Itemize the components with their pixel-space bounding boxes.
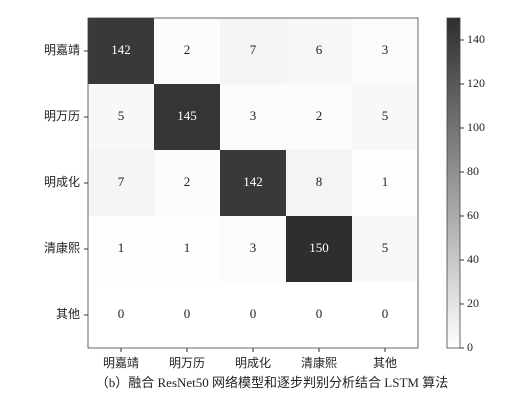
x-tick-label: 明成化	[235, 356, 271, 370]
colorbar-tick-label: 0	[467, 340, 473, 354]
cell	[88, 18, 154, 84]
cell	[352, 150, 418, 216]
cell-label: 0	[184, 306, 191, 321]
colorbar-tick-label: 20	[467, 296, 479, 310]
cell-label: 0	[382, 306, 389, 321]
colorbar-tick-label: 100	[467, 120, 485, 134]
cell	[286, 18, 352, 84]
caption: （b）融合 ResNet50 网络模型和逐步判别分析结合 LSTM 算法	[96, 375, 448, 390]
cell-label: 1	[382, 174, 389, 189]
colorbar-tick-label: 120	[467, 76, 485, 90]
cell-label: 1	[184, 240, 191, 255]
cell	[88, 150, 154, 216]
x-tick-label: 清康熙	[301, 355, 337, 370]
cell-label: 6	[316, 42, 323, 57]
cell	[88, 84, 154, 150]
y-tick-label: 清康熙	[44, 240, 80, 255]
cell-label: 145	[177, 108, 197, 123]
cell	[220, 84, 286, 150]
cell	[154, 18, 220, 84]
y-tick-label: 明嘉靖	[44, 43, 80, 57]
cell-label: 142	[111, 42, 131, 57]
cell	[352, 84, 418, 150]
cell	[352, 282, 418, 348]
x-tick-label: 其他	[373, 356, 397, 370]
cell-label: 1	[118, 240, 125, 255]
cell	[286, 150, 352, 216]
cell-label: 142	[243, 174, 263, 189]
cell	[154, 282, 220, 348]
y-tick-label: 其他	[56, 307, 80, 321]
y-tick-label: 明万历	[44, 109, 80, 123]
cell	[220, 150, 286, 216]
colorbar	[446, 17, 461, 349]
cell-label: 0	[118, 306, 125, 321]
cell-label: 3	[382, 42, 389, 57]
cell-label: 3	[250, 108, 257, 123]
cell-label: 7	[250, 42, 257, 57]
cell-label: 8	[316, 174, 323, 189]
colorbar-tick-label: 40	[467, 252, 479, 266]
cell-label: 0	[316, 306, 323, 321]
cell-label: 2	[316, 108, 323, 123]
cell	[220, 216, 286, 282]
x-tick-label: 明万历	[169, 356, 205, 370]
cell-label: 3	[250, 240, 257, 255]
cell-label: 5	[382, 108, 389, 123]
cell	[154, 216, 220, 282]
y-tick-label: 明成化	[44, 175, 80, 189]
cell	[220, 282, 286, 348]
cell-label: 2	[184, 42, 191, 57]
colorbar-tick-label: 60	[467, 208, 479, 222]
cell-label: 5	[118, 108, 125, 123]
cell	[352, 18, 418, 84]
cell-label: 0	[250, 306, 257, 321]
cell-label: 150	[309, 240, 329, 255]
cell	[88, 216, 154, 282]
cell-label: 2	[184, 174, 191, 189]
cell-label: 5	[382, 240, 389, 255]
cell	[88, 282, 154, 348]
cell	[352, 216, 418, 282]
cell	[154, 84, 220, 150]
cell	[286, 282, 352, 348]
cell-label: 7	[118, 174, 125, 189]
cell	[154, 150, 220, 216]
colorbar-tick-label: 80	[467, 164, 479, 178]
cell	[286, 216, 352, 282]
cell	[286, 84, 352, 150]
x-tick-label: 明嘉靖	[103, 356, 139, 370]
cell	[220, 18, 286, 84]
colorbar-tick-label: 140	[467, 32, 485, 46]
